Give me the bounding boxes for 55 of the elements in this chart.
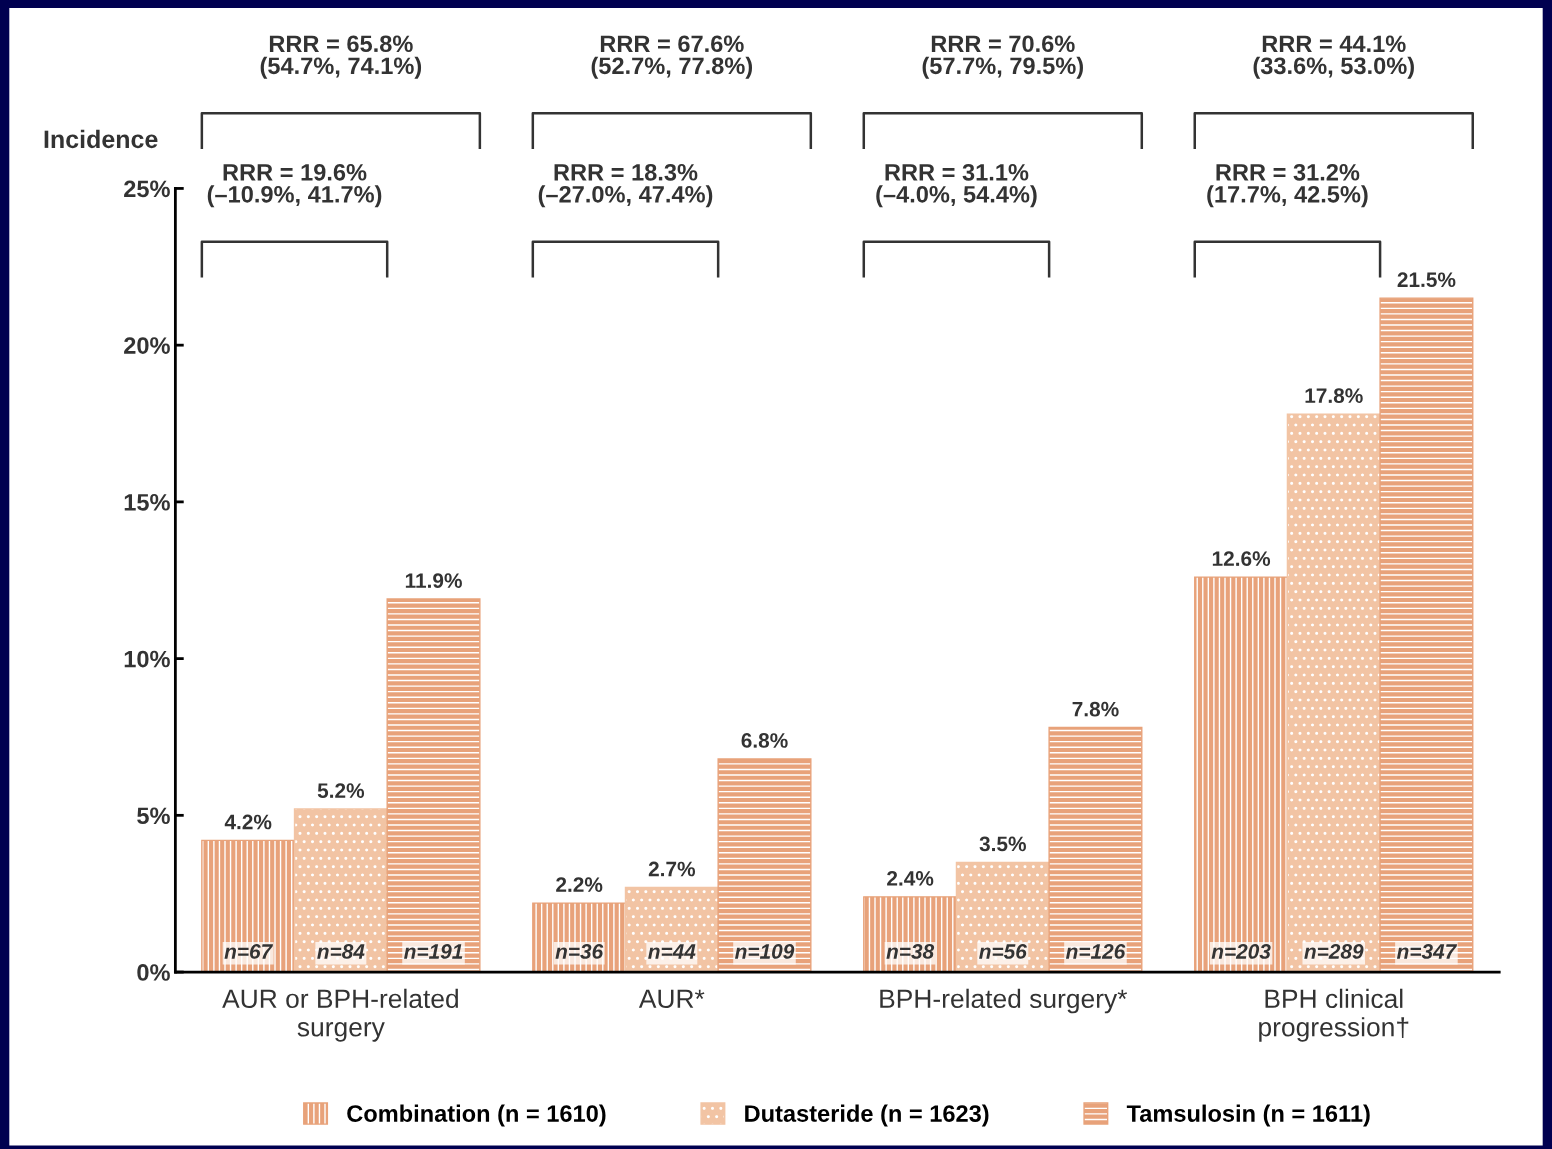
y-tick-label: 15% (124, 494, 170, 511)
annotation: RRR = 31.2% (17.7%, 42.5%) (1207, 163, 1368, 208)
data-label: 3.5% (979, 836, 1026, 852)
x-tick-label: AUR* (638, 989, 705, 1009)
data-label: 4.2% (224, 814, 272, 830)
annotation: RRR = 31.1% (–4.0%, 54.4%) (876, 163, 1037, 208)
annotation: n=126 (1065, 944, 1126, 959)
text: RRR = 67.6% (52.7%, 77.8%) (591, 35, 753, 79)
data-label: 11.9% (405, 573, 462, 588)
annotation: n=203 (1211, 944, 1271, 959)
bar (201, 839, 296, 973)
data-label: 17.8% (1305, 388, 1363, 404)
data-label: 2.7% (648, 861, 696, 877)
legend-label: Combination (n = 1610) (347, 1104, 606, 1127)
data-label: 2.4% (887, 871, 934, 886)
annotation: n=38 (886, 944, 935, 959)
y-tick-label: 25% (124, 180, 170, 198)
annotation: n=109 (735, 944, 795, 959)
bar (717, 758, 812, 973)
bar (1048, 726, 1143, 973)
annotation: n=347 (1396, 944, 1458, 959)
bar (386, 598, 481, 973)
y-axis-title: Incidence (44, 129, 158, 149)
data-label: 5.2% (317, 783, 365, 798)
data-label: 6.8% (741, 733, 788, 748)
y-tick-label: 0% (137, 964, 170, 981)
annotation: n=67 (224, 944, 274, 959)
y-tick-label: 20% (124, 337, 170, 354)
bar (1286, 413, 1381, 973)
text: RRR = 44.1% (33.6%, 53.0%) (1253, 35, 1414, 79)
bar (955, 861, 1050, 973)
legend-label: Dutasteride (n = 1623) (745, 1104, 989, 1127)
annotation: RRR = 18.3% (–27.0%, 47.4%) (538, 163, 713, 208)
y-tick-label: 10% (124, 650, 170, 668)
annotation: n=44 (648, 944, 696, 959)
x-tick-label: AUR or BPH-related surgery (222, 988, 458, 1042)
text: RRR = 65.8% (54.7%, 74.1%) (260, 35, 422, 79)
annotation: n=36 (555, 944, 604, 959)
data-label: 21.5% (1397, 272, 1456, 288)
annotation: RRR = 19.6% (–10.9%, 41.7%) (207, 163, 382, 208)
text: RRR = 70.6% (57.7%, 79.5%) (922, 35, 1083, 79)
annotation: n=289 (1304, 944, 1364, 959)
annotation: n=191 (404, 944, 463, 959)
x-tick-label: BPH clinical progression† (1259, 988, 1409, 1042)
y-tick-label: 5% (137, 807, 170, 825)
x-tick-label: BPH-related surgery* (880, 988, 1128, 1014)
annotation: n=56 (979, 944, 1027, 959)
data-label: 12.6% (1212, 551, 1271, 567)
legend-label: Tamsulosin (n = 1611) (1126, 1104, 1370, 1127)
data-label: 2.2% (556, 877, 603, 892)
data-label: 7.8% (1072, 701, 1119, 717)
bar (293, 808, 388, 973)
annotation: n=84 (317, 944, 365, 959)
bar (1194, 576, 1289, 973)
bar (1379, 297, 1474, 973)
